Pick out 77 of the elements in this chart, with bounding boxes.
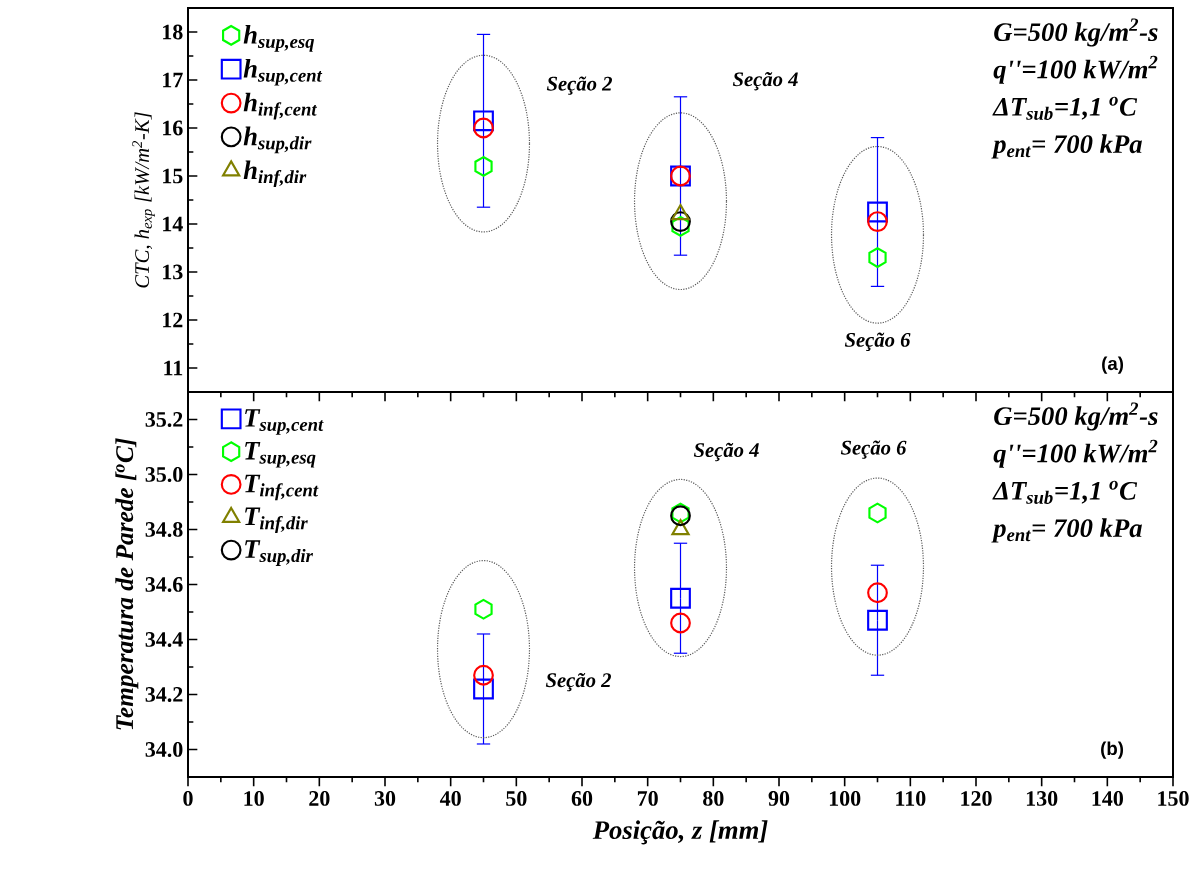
x-tick-label: 80 — [703, 791, 724, 806]
point — [867, 211, 888, 232]
x-tick-label: 120 — [961, 791, 992, 806]
y-tick-label: 34.0 — [145, 742, 183, 757]
y-tick-label: 34.4 — [145, 632, 183, 647]
legend-label: T$_{inf,cent}$ — [245, 474, 319, 501]
annotation: ΔT$_{sub}$=1,1 $^{o}$C — [992, 96, 1138, 120]
y-tick-label: 16 — [163, 120, 183, 136]
y-tick-label: 18 — [163, 24, 183, 40]
point — [671, 519, 690, 536]
point — [474, 155, 493, 177]
y-tick-label: 34.8 — [145, 522, 183, 537]
annotation: p$_{ent}$= 700 kPa — [991, 518, 1142, 543]
annotation: G=500 kg/m$^{2}$-s — [994, 18, 1158, 47]
x-tick-label: 50 — [506, 791, 527, 806]
point — [867, 201, 888, 223]
x-tick-label: 0 — [183, 791, 193, 806]
annotation: Seção 6 — [840, 440, 907, 459]
x-tick-label: 150 — [1158, 791, 1189, 806]
y-tick-label: 13 — [163, 264, 183, 280]
y-axis-title: CTC, h$_{exp}$ [kW/m$^{2}$-K] — [132, 112, 155, 288]
legend-label: h$_{sup,cent}$ — [243, 58, 323, 86]
annotation: q''=100 kW/m$^{2}$ — [993, 439, 1158, 468]
x-tick-label: 110 — [896, 791, 926, 806]
y-tick-label: 14 — [163, 216, 183, 232]
point — [867, 582, 888, 604]
y-tick-label: 34.2 — [145, 687, 183, 702]
x-tick-label: 30 — [374, 791, 396, 806]
annotation: Seção 6 — [844, 332, 911, 351]
x-tick-label: 100 — [829, 791, 861, 806]
x-tick-label: 60 — [571, 791, 593, 806]
x-tick-label: 140 — [1092, 791, 1123, 806]
y-tick-label: 17 — [163, 72, 183, 88]
annotation: G=500 kg/m$^{2}$-s — [994, 402, 1158, 431]
point — [473, 664, 494, 686]
legend-label: h$_{inf,cent}$ — [243, 92, 318, 120]
x-tick-label: 90 — [768, 791, 790, 806]
legend-label: T$_{sup,dir}$ — [245, 540, 313, 566]
annotation: (b) — [1101, 741, 1124, 759]
point — [670, 587, 691, 609]
y-tick-label: 35.2 — [145, 412, 183, 427]
annotation: Seção 4 — [732, 71, 798, 91]
y-tick-label: 11 — [164, 360, 183, 376]
y-tick-label: 35.0 — [145, 467, 183, 482]
x-tick-label: 20 — [309, 791, 330, 806]
x-tick-label: 40 — [439, 791, 461, 806]
annotation: (a) — [1102, 356, 1124, 374]
point — [670, 612, 691, 634]
annotation: p$_{ent}$= 700 kPa — [991, 134, 1142, 159]
point — [670, 211, 691, 232]
legend-label: h$_{sup,dir}$ — [243, 126, 312, 154]
point — [867, 609, 888, 631]
legend-label: h$_{sup,esq}$ — [243, 25, 315, 52]
y-tick-label: 34.6 — [145, 577, 183, 592]
legend-label: T$_{inf,dir}$ — [245, 507, 308, 534]
point — [671, 215, 690, 237]
y-tick-label: 15 — [163, 168, 183, 184]
annotation: Seção 2 — [545, 672, 611, 692]
point — [473, 117, 494, 139]
legend-label: T$_{sup,esq}$ — [245, 441, 316, 468]
point — [868, 247, 887, 268]
annotation: ΔT$_{sub}$=1,1 $^{o}$C — [992, 480, 1138, 504]
annotation: q''=100 kW/m$^{2}$ — [993, 55, 1158, 84]
annotation: Seção 4 — [693, 442, 759, 462]
point — [868, 502, 887, 524]
point — [473, 110, 494, 132]
y-axis-title: Temperatura de Parede [$^{o}$C] — [115, 438, 139, 730]
point — [474, 598, 493, 620]
point — [473, 678, 494, 700]
y-tick-label: 12 — [163, 312, 183, 328]
legend-label: T$_{sup,cent}$ — [245, 409, 324, 435]
x-tick-label: 130 — [1026, 791, 1058, 806]
legend-label: h$_{inf,dir}$ — [243, 160, 307, 188]
x-tick-label: 70 — [637, 791, 658, 806]
x-axis-title: Posição, z [mm] — [592, 820, 768, 845]
x-tick-label: 10 — [244, 791, 264, 806]
annotation: Seção 2 — [546, 76, 612, 95]
